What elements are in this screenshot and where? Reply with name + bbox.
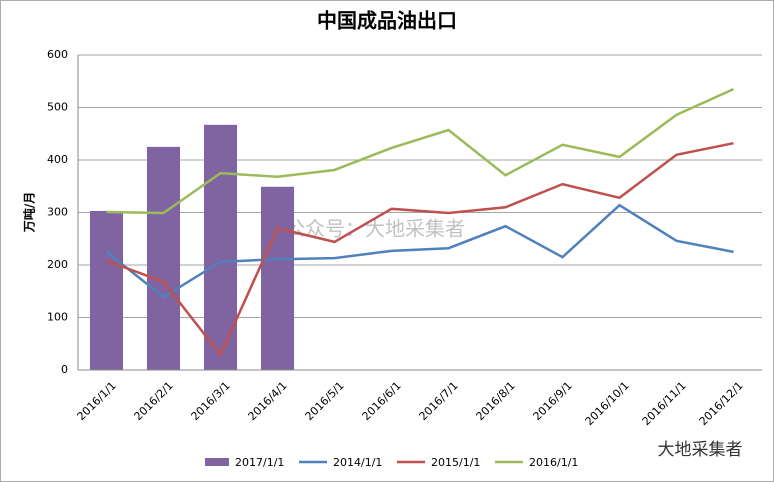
line (106, 141, 734, 358)
bar (89, 210, 124, 370)
logo-text: 大地采集者 (658, 440, 743, 460)
y-tick-label: 600 (47, 48, 68, 61)
y-tick-label: 100 (47, 311, 68, 324)
y-tick-label: 300 (47, 206, 68, 219)
line (106, 87, 735, 215)
legend-swatch (205, 458, 229, 466)
bar (260, 186, 295, 370)
y-tick-label: 200 (47, 258, 68, 271)
y-tick-label: 500 (47, 101, 68, 114)
chart-title: 中国成品油出口 (317, 9, 457, 33)
line (105, 203, 734, 299)
y-tick-label: 0 (61, 363, 68, 376)
bar (203, 124, 238, 370)
bar (146, 146, 181, 370)
legend-label: 2014/1/1 (333, 456, 382, 469)
legend-label: 2017/1/1 (235, 456, 284, 469)
legend-label: 2015/1/1 (431, 456, 480, 469)
legend-label: 2016/1/1 (529, 456, 578, 469)
y-axis-label: 万吨/月 (22, 192, 37, 233)
y-tick-label: 400 (47, 153, 68, 166)
